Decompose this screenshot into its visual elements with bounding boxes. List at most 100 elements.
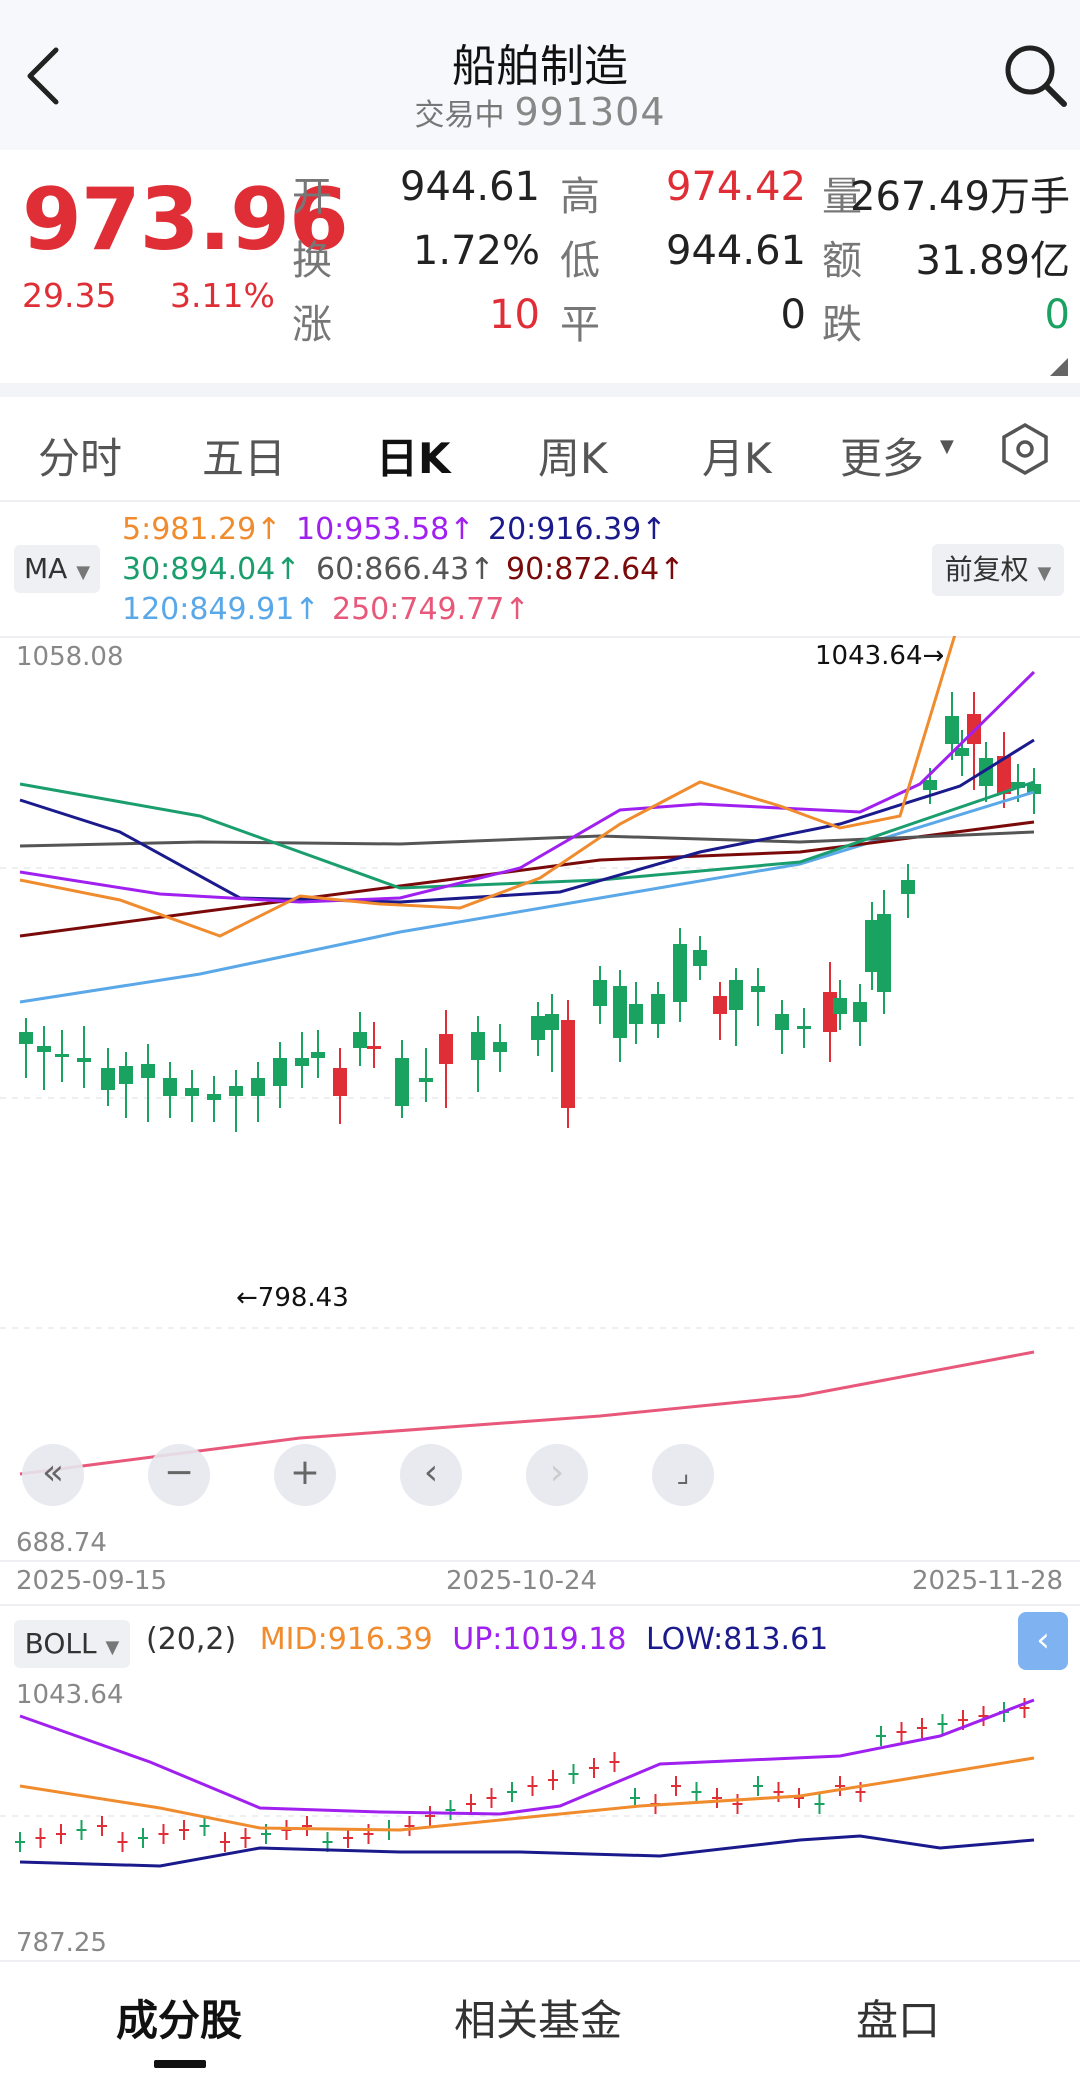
status-text: 交易中 <box>414 98 505 133</box>
zoom-out-icon[interactable]: − <box>148 1444 210 1506</box>
bottom-divider <box>0 1960 1080 1962</box>
low-marker: ←798.43 <box>236 1283 349 1313</box>
date-label-start: 2025-09-15 <box>16 1566 168 1596</box>
candle-body <box>945 716 959 744</box>
candle-body <box>163 1078 177 1096</box>
quote-label: 跌 <box>822 302 862 348</box>
stock-code: 991304 <box>514 90 666 134</box>
boll-up: UP:1019.18 <box>452 1622 627 1657</box>
dropdown-caret-icon: ▼ <box>105 1637 120 1658</box>
candle-body <box>439 1034 453 1064</box>
ma-legend-item: 20:916.39↑ <box>488 512 667 547</box>
quote-label: 换 <box>292 238 332 284</box>
bottom-tab-0[interactable]: 成分股 <box>116 1996 243 2045</box>
boll-low: LOW:813.61 <box>646 1622 829 1657</box>
dropdown-caret-icon: ▼ <box>1037 563 1052 584</box>
more-caret-icon: ▼ <box>940 436 954 457</box>
ma-legend-item: 5:981.29↑ <box>122 512 282 547</box>
candle-body <box>229 1086 243 1096</box>
active-tab-indicator <box>154 2060 206 2068</box>
date-label-mid: 2025-10-24 <box>446 1566 598 1596</box>
candle-body <box>751 986 765 992</box>
candle-body <box>629 1004 643 1024</box>
candle-body <box>673 944 687 1002</box>
tab-4[interactable]: 月K <box>702 434 772 483</box>
boll-mid: MID:916.39 <box>259 1622 433 1657</box>
candle-body <box>333 1068 347 1096</box>
fullscreen-icon[interactable]: ⌟ <box>652 1444 714 1506</box>
tab-3[interactable]: 周K <box>538 434 608 483</box>
tab-5[interactable]: 更多 <box>840 434 925 483</box>
candle-body <box>561 1020 575 1108</box>
date-label-end: 2025-11-28 <box>912 1566 1064 1596</box>
candle-body <box>273 1058 287 1086</box>
candle-body <box>531 1016 545 1040</box>
ma-legend-item: 250:749.77↑ <box>332 592 530 627</box>
quote-value: 944.61 <box>400 164 540 210</box>
boll-line <box>19 1756 1035 1832</box>
collapse-panel-icon[interactable]: ‹ <box>1018 1612 1068 1670</box>
ma-button-label: MA <box>23 552 68 585</box>
candle-body <box>101 1068 115 1090</box>
boll-chart[interactable] <box>0 1676 1080 1960</box>
scroll-right-icon[interactable]: › <box>526 1444 588 1506</box>
ma-line <box>19 830 1035 848</box>
rewind-double-icon[interactable]: « <box>22 1444 84 1506</box>
candle-body <box>955 748 969 756</box>
candle-body <box>775 1014 789 1030</box>
tab-2[interactable]: 日K <box>376 434 451 483</box>
candle-body <box>693 950 707 966</box>
boll-line <box>19 1834 1035 1868</box>
candle-body <box>613 986 627 1038</box>
scroll-left-icon[interactable]: ‹ <box>400 1444 462 1506</box>
boll-indicator-button[interactable]: BOLL ▼ <box>14 1620 130 1668</box>
quote-value: 10 <box>489 292 540 338</box>
bottom-tab-2[interactable]: 盘口 <box>856 1996 941 2045</box>
kline-chart[interactable]: 1043.64→ ←798.43 <box>0 636 1080 1560</box>
candle-body <box>19 1032 33 1044</box>
quote-value: 0 <box>1044 292 1070 338</box>
ma-line <box>19 636 957 938</box>
quote-value: 974.42 <box>666 164 806 210</box>
zoom-in-icon[interactable]: + <box>274 1444 336 1506</box>
bottom-tab-1[interactable]: 相关基金 <box>454 1996 623 2045</box>
quote-value: 0 <box>780 292 806 338</box>
candle-body <box>185 1088 199 1096</box>
candle-body <box>593 980 607 1006</box>
candle-body <box>545 1014 559 1030</box>
candle-body <box>77 1058 91 1062</box>
adjust-button[interactable]: 前复权 ▼ <box>932 544 1064 596</box>
boll-params: (20,2) <box>146 1622 237 1657</box>
tab-divider <box>0 500 1080 502</box>
ma-line <box>19 738 1035 904</box>
y-axis-min-label: 688.74 <box>16 1528 107 1558</box>
ma-line <box>19 1350 1035 1476</box>
quote-value: 31.89亿 <box>915 238 1070 284</box>
tab-1[interactable]: 五日 <box>202 434 287 483</box>
price-change-percent: 3.11% <box>170 276 275 315</box>
candle-body <box>651 994 665 1024</box>
candle-body <box>37 1046 51 1052</box>
high-marker: 1043.64→ <box>815 641 944 671</box>
candle-body <box>797 1026 811 1029</box>
dropdown-caret-icon: ▼ <box>76 562 91 583</box>
boll-y-max-label: 1043.64 <box>16 1680 124 1710</box>
candle-body <box>729 980 743 1010</box>
back-arrow-icon[interactable] <box>18 40 78 112</box>
ma-legend-item: 120:849.91↑ <box>122 592 320 627</box>
quote-label: 涨 <box>292 302 332 348</box>
expand-corner-icon[interactable] <box>1048 356 1068 376</box>
search-icon[interactable] <box>1000 40 1070 110</box>
adjust-button-label: 前复权 <box>944 553 1029 586</box>
section-divider <box>0 383 1080 397</box>
ma-indicator-button[interactable]: MA ▼ <box>14 545 100 593</box>
ma-legend-item: 90:872.64↑ <box>506 552 685 587</box>
candle-body <box>207 1094 221 1100</box>
quote-label: 开 <box>292 174 332 220</box>
ma-line <box>19 670 1036 904</box>
candle-body <box>295 1058 309 1066</box>
settings-hexagon-icon[interactable] <box>1000 422 1050 476</box>
quote-label: 平 <box>560 302 600 348</box>
tab-0[interactable]: 分时 <box>38 434 123 483</box>
current-price: 973.96 <box>22 170 349 270</box>
